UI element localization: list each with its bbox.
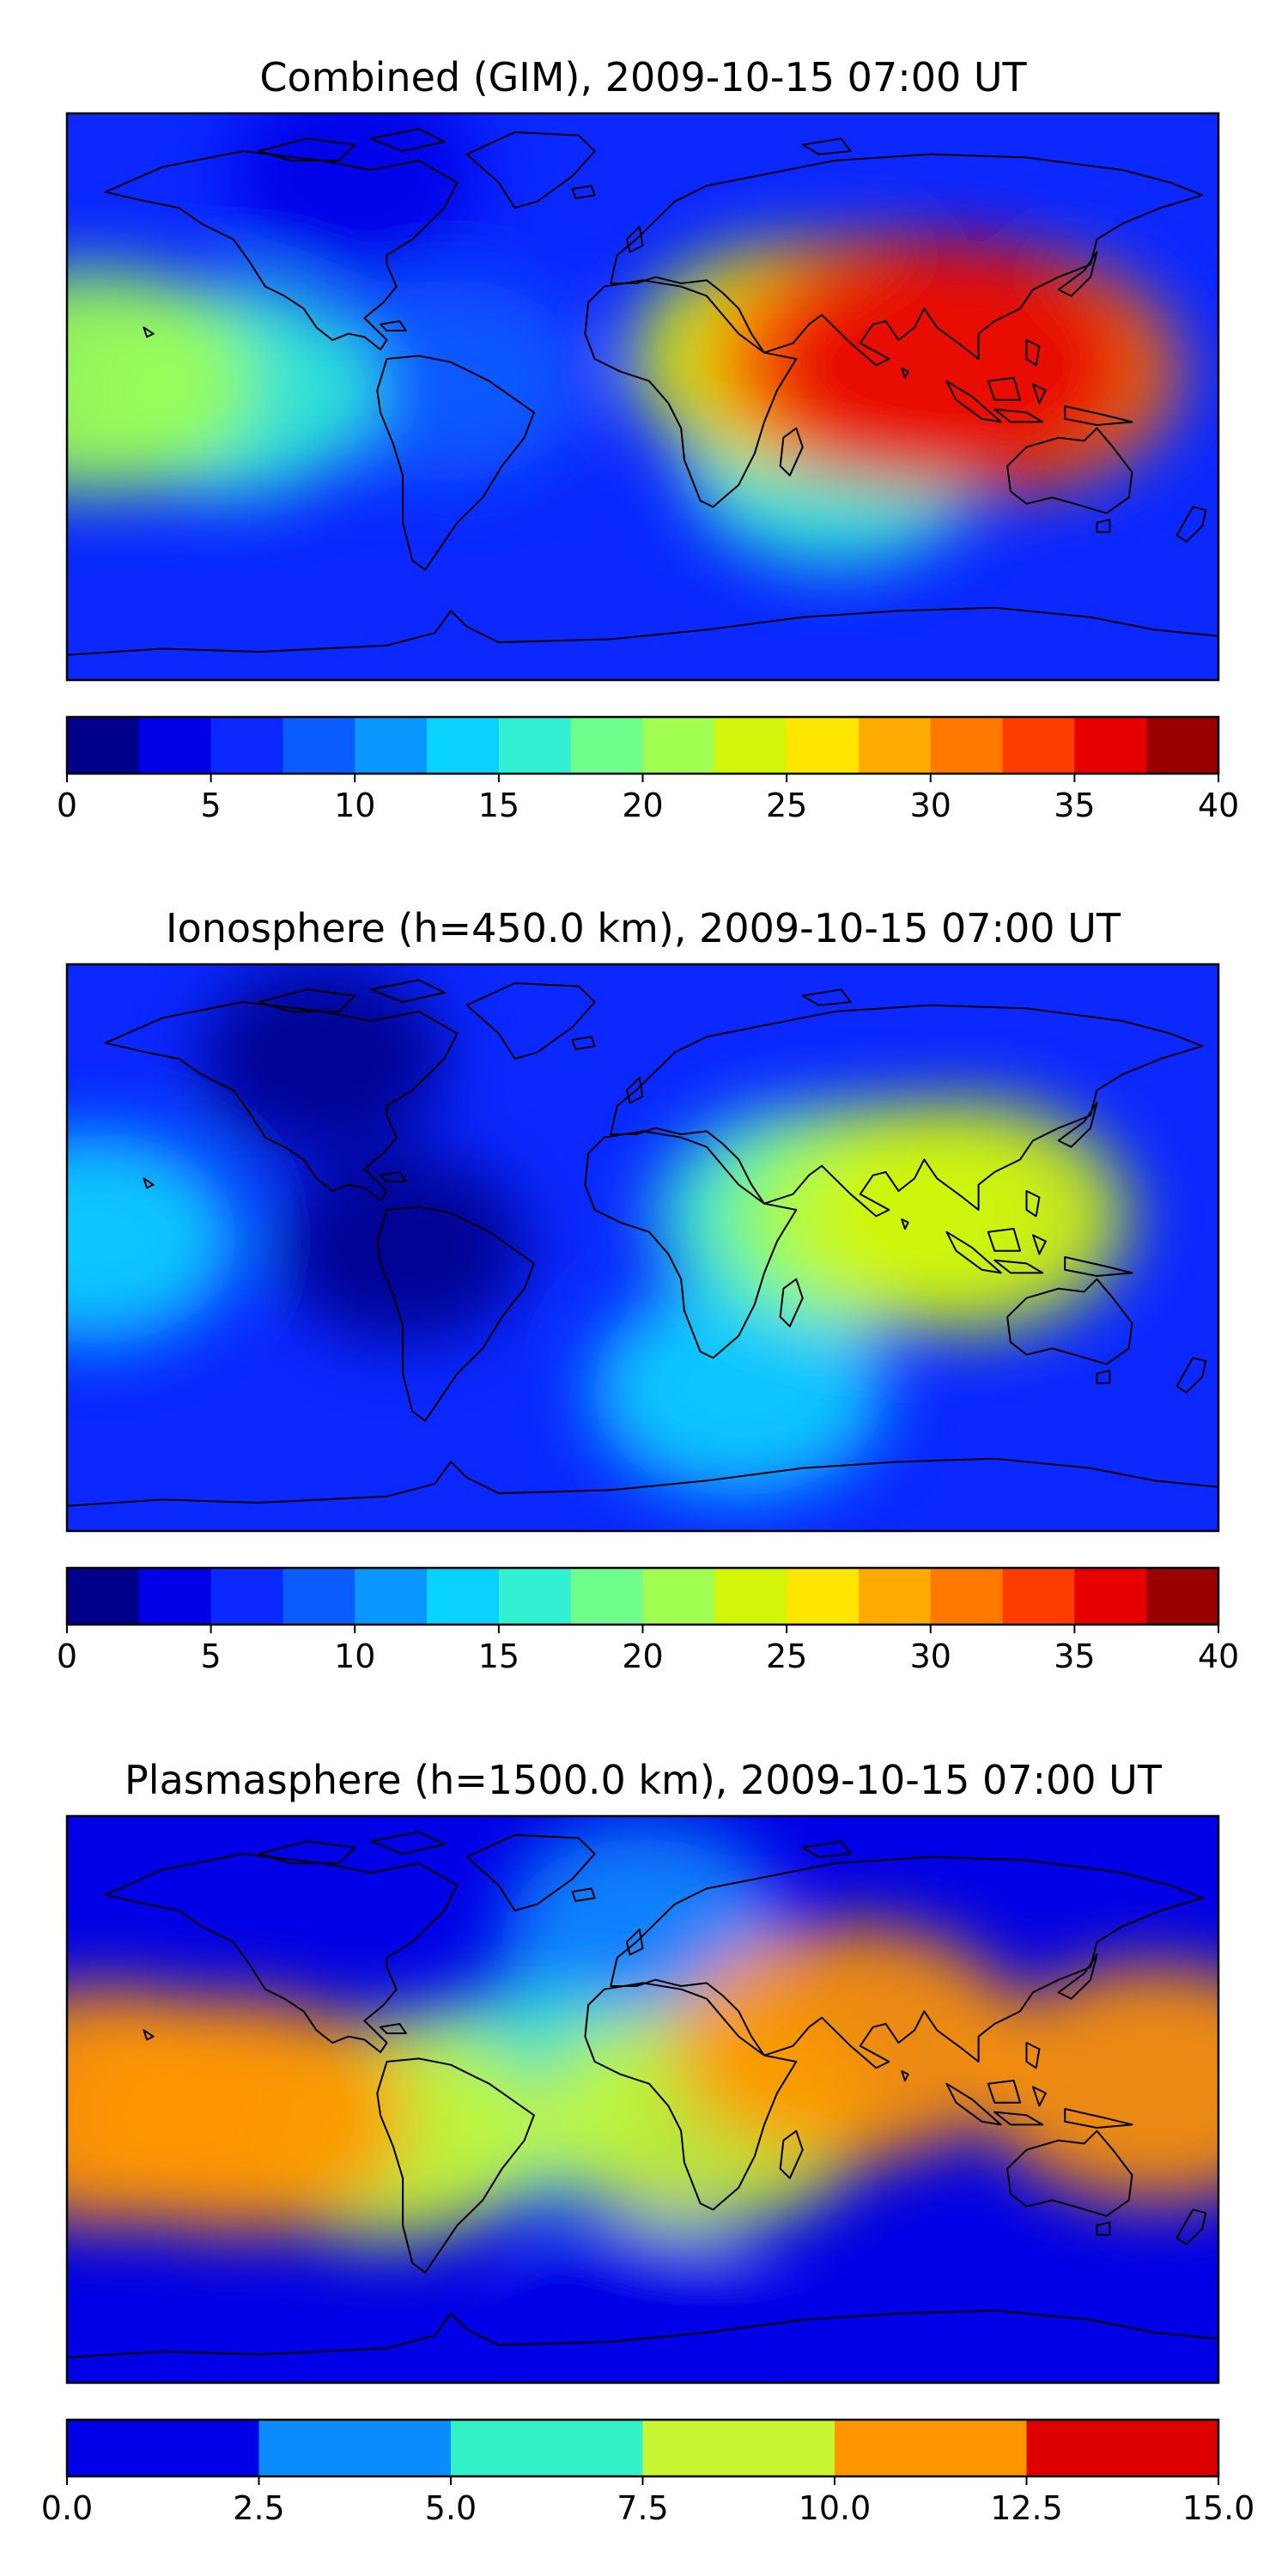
contour-region [756,240,1137,491]
colorbar-segment [858,717,932,774]
colorbar-tick-label: 7.5 [617,2489,668,2527]
colorbar-tick-label: 30 [910,1637,951,1675]
colorbar-tick-label: 15.0 [1182,2489,1255,2527]
contour-region [978,1964,1218,2203]
panel3-map [67,1816,1218,2383]
colorbar-tick-label: 30 [910,787,951,824]
colorbar-segment [787,1568,860,1625]
colorbar-segment [258,2420,452,2476]
colorbar-segment [858,1568,932,1625]
colorbar-segment [427,1568,500,1625]
colorbar-tick-label: 40 [1198,1637,1239,1675]
panel2-colorbar: 0 5 10 15 20 25 30 35 40 [57,1566,1239,1675]
colorbar-tick-label: 25 [766,1637,807,1675]
colorbar-segment [714,717,787,774]
panel1-title: Combined (GIM), 2009-10-15 07:00 UT [259,54,1027,100]
colorbar-segment [451,2420,643,2476]
colorbar-segment [283,1568,355,1625]
contour-region [514,2221,771,2383]
contour-region [67,267,256,495]
contour-region [228,113,481,274]
colorbar-tick-label: 20 [622,787,663,824]
colorbar-tick-label: 20 [622,1637,663,1675]
colorbar-segment [427,717,500,774]
colorbar-segment [67,2420,259,2476]
colorbar-tick-label: 35 [1054,1637,1095,1675]
colorbar-segment [787,717,860,774]
colorbar-tick-label: 0.0 [41,2489,93,2527]
colorbar-segment [1026,2420,1219,2476]
colorbar-tick-label: 5 [201,1637,222,1675]
panel1-map [67,113,1218,680]
colorbar-tick-label: 0 [57,787,77,824]
colorbar-tick-label: 12.5 [990,2489,1063,2527]
colorbar-tick-label: 0 [57,1637,77,1675]
colorbar-segment [642,717,715,774]
colorbar-segment [210,717,283,774]
colorbar-segment [930,717,1004,774]
colorbar-tick-label: 25 [766,787,807,824]
colorbar-tick-label: 15 [478,1637,519,1675]
colorbar-tick-label: 5.0 [425,2489,477,2527]
colorbar-segment [835,2420,1027,2476]
contour-region [278,1151,527,1344]
colorbar-tick-label: 40 [1198,787,1239,824]
panel3-frame [65,1814,1220,2385]
colorbar-segment [138,1568,212,1625]
colorbar-segment [1146,1568,1219,1625]
colorbar-tick-label: 2.5 [233,2489,284,2527]
colorbar-tick-label: 35 [1054,787,1095,824]
panel3-colorbar: 0.0 2.5 5.0 7.5 10.0 12.5 15.0 [41,2418,1255,2527]
colorbar-segment [67,1568,140,1625]
colorbar-segment [930,1568,1004,1625]
colorbar-segment [283,717,355,774]
colorbar-segment [67,717,140,774]
panel2-map [67,964,1218,1531]
colorbar-segment [642,2420,835,2476]
contour-region [796,1101,1129,1332]
panel2-frame [65,963,1220,1533]
contour-region [67,1986,283,2226]
colorbar-tick-label: 5 [201,787,222,824]
colorbar-segment [498,1568,572,1625]
colorbar-segment [355,717,428,774]
colorbar-segment [1146,717,1219,774]
contour-region [67,1133,238,1344]
contour-region [315,279,586,483]
panel1-frame [65,112,1220,682]
colorbar-segment [1074,717,1147,774]
colorbar-tick-label: 10.0 [799,2489,872,2527]
colorbar-segment [138,717,212,774]
panel2-title: Ionosphere (h=450.0 km), 2009-10-15 07:0… [166,905,1121,951]
colorbar-tick-label: 10 [334,787,375,824]
colorbar-tick-label: 10 [334,1637,375,1675]
colorbar-segment [1002,717,1075,774]
panel1-colorbar: 0 5 10 15 20 25 30 35 40 [57,715,1239,824]
contour-region [674,1923,1027,2162]
colorbar-segment [570,1568,643,1625]
colorbar-segment [714,1568,787,1625]
panel3-title: Plasmasphere (h=1500.0 km), 2009-10-15 0… [125,1757,1163,1803]
colorbar-segment [1074,1568,1147,1625]
colorbar-segment [1002,1568,1075,1625]
colorbar-tick-label: 15 [478,787,519,824]
colorbar-segment [210,1568,283,1625]
colorbar-segment [355,1568,428,1625]
contour-region [199,964,447,1155]
colorbar-segment [498,717,572,774]
colorbar-segment [570,717,643,774]
colorbar-segment [642,1568,715,1625]
contour-region [591,1283,886,1496]
